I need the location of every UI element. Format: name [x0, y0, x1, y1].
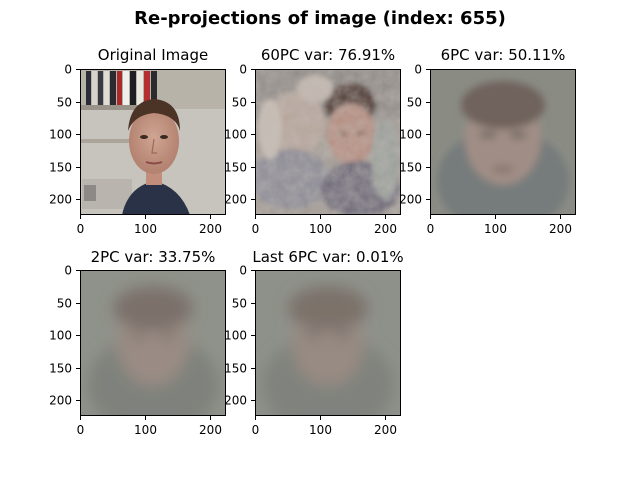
x-tick-label: 0	[252, 423, 260, 437]
x-axis: 0 100 200	[252, 416, 397, 437]
y-tick-label: 0	[64, 63, 72, 77]
y-tick-label: 100	[224, 329, 247, 343]
y-axis: 0 50 100 150 200	[49, 264, 80, 408]
y-tick-label: 200	[399, 193, 422, 207]
y-tick-label: 0	[239, 264, 247, 278]
panel-6pc: 6PC var: 50.11% 0 100 200	[399, 46, 576, 236]
x-tick-label: 200	[374, 423, 397, 437]
image-6pc	[430, 69, 576, 215]
y-tick-label: 50	[232, 96, 247, 110]
y-tick-label: 50	[232, 297, 247, 311]
image-original	[80, 69, 226, 215]
image-last-6pc	[255, 270, 401, 416]
y-tick-label: 150	[49, 362, 72, 376]
x-tick-label: 200	[199, 423, 222, 437]
x-tick-label: 100	[134, 222, 157, 236]
y-tick-label: 100	[399, 128, 422, 142]
x-tick-label: 100	[309, 222, 332, 236]
y-tick-label: 0	[64, 264, 72, 278]
x-tick-label: 100	[134, 423, 157, 437]
y-axis: 0 50 100 150 200	[224, 264, 255, 408]
axes-frame	[80, 270, 226, 416]
figure-suptitle: Re-projections of image (index: 655)	[134, 8, 506, 29]
x-axis: 0 100 200	[252, 215, 397, 236]
panel-title: Last 6PC var: 0.01%	[252, 248, 403, 266]
y-tick-label: 200	[49, 394, 72, 408]
axes-frame	[80, 69, 226, 215]
y-tick-label: 150	[224, 161, 247, 175]
y-tick-label: 50	[407, 96, 422, 110]
y-axis: 0 50 100 150 200	[49, 63, 80, 207]
panel-title: 60PC var: 76.91%	[261, 46, 395, 64]
panel-title: 6PC var: 50.11%	[441, 46, 566, 64]
x-tick-label: 200	[374, 222, 397, 236]
x-tick-label: 0	[77, 423, 85, 437]
x-tick-label: 100	[484, 222, 507, 236]
image-60pc	[255, 69, 401, 215]
axes-frame	[255, 69, 401, 215]
image-2pc	[80, 270, 226, 416]
y-axis: 0 50 100 150 200	[399, 63, 430, 207]
y-tick-label: 50	[57, 96, 72, 110]
y-tick-label: 150	[399, 161, 422, 175]
x-axis: 0 100 200	[77, 416, 222, 437]
panel-last-6pc: Last 6PC var: 0.01% 0 100 200	[224, 248, 404, 437]
axes-frame	[255, 270, 401, 416]
x-tick-label: 200	[199, 222, 222, 236]
x-axis: 0 100 200	[77, 215, 222, 236]
panel-2pc: 2PC var: 33.75% 0 100 200	[49, 248, 226, 437]
y-tick-label: 0	[414, 63, 422, 77]
y-tick-label: 100	[49, 329, 72, 343]
y-axis: 0 50 100 150 200	[224, 63, 255, 207]
y-tick-label: 150	[224, 362, 247, 376]
y-tick-label: 200	[224, 193, 247, 207]
x-tick-label: 0	[252, 222, 260, 236]
y-tick-label: 0	[239, 63, 247, 77]
axes-frame	[430, 69, 576, 215]
panel-title: 2PC var: 33.75%	[91, 248, 216, 266]
y-tick-label: 200	[224, 394, 247, 408]
panel-title: Original Image	[98, 46, 208, 64]
panel-60pc: 60PC var: 76.91% 0 1	[224, 46, 401, 236]
y-tick-label: 200	[49, 193, 72, 207]
y-tick-label: 150	[49, 161, 72, 175]
y-tick-label: 100	[224, 128, 247, 142]
y-tick-label: 100	[49, 128, 72, 142]
y-tick-label: 50	[57, 297, 72, 311]
x-tick-label: 200	[549, 222, 572, 236]
x-tick-label: 100	[309, 423, 332, 437]
x-axis: 0 100 200	[427, 215, 572, 236]
x-tick-label: 0	[77, 222, 85, 236]
panel-original: Original Image	[49, 46, 226, 236]
x-tick-label: 0	[427, 222, 435, 236]
